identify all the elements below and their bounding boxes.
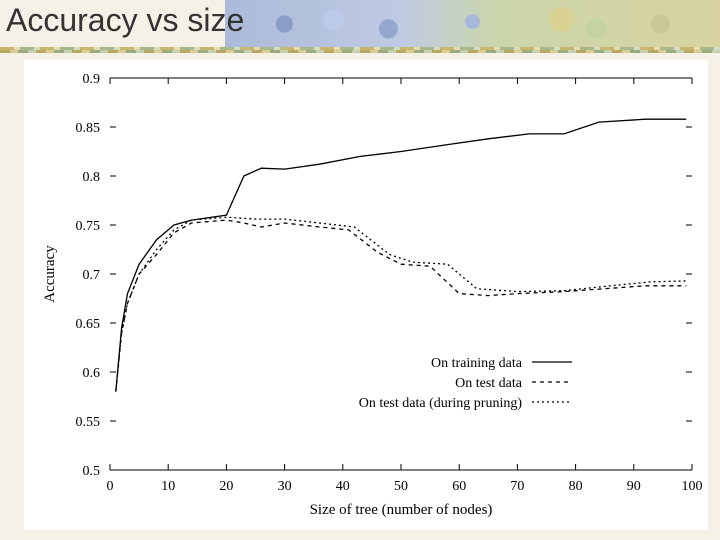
legend-label: On test data: [455, 376, 523, 391]
svg-text:0.7: 0.7: [83, 268, 101, 283]
svg-text:Accuracy: Accuracy: [42, 245, 58, 303]
svg-text:0.9: 0.9: [83, 72, 101, 87]
series-on-test-data: [116, 220, 686, 392]
slide-title: Accuracy vs size: [6, 2, 244, 39]
decorative-banner: [225, 0, 720, 48]
series-on-test-data-during-pruning-: [116, 217, 686, 391]
svg-text:90: 90: [627, 479, 641, 494]
chart-area: 0 10 20 30 40 50 60 70 80 90 100 0.5 0.55 0.6 0.65 0.7 0…: [24, 60, 708, 530]
svg-text:0: 0: [107, 479, 114, 494]
svg-text:0.6: 0.6: [83, 366, 101, 381]
svg-text:60: 60: [452, 479, 466, 494]
svg-text:70: 70: [510, 479, 524, 494]
svg-text:40: 40: [336, 479, 350, 494]
svg-text:0.8: 0.8: [83, 170, 101, 185]
svg-text:0.75: 0.75: [76, 219, 101, 234]
legend-label: On training data: [431, 356, 523, 371]
svg-text:50: 50: [394, 479, 408, 494]
series-on-training-data: [116, 119, 686, 391]
accuracy-vs-size-chart: 0 10 20 30 40 50 60 70 80 90 100 0.5 0.55 0.6 0.65 0.7 0…: [24, 60, 708, 530]
svg-text:20: 20: [219, 479, 233, 494]
svg-text:Size of tree (number of nodes): Size of tree (number of nodes): [310, 502, 493, 518]
svg-text:0.65: 0.65: [76, 317, 101, 332]
svg-text:0.55: 0.55: [76, 415, 101, 430]
legend-label: On test data (during pruning): [359, 396, 523, 411]
svg-text:0.5: 0.5: [83, 464, 101, 479]
svg-text:0.85: 0.85: [76, 121, 101, 136]
svg-text:30: 30: [278, 479, 292, 494]
svg-text:10: 10: [161, 479, 175, 494]
svg-text:100: 100: [682, 479, 703, 494]
decorative-divider: [0, 47, 720, 53]
svg-text:80: 80: [569, 479, 583, 494]
